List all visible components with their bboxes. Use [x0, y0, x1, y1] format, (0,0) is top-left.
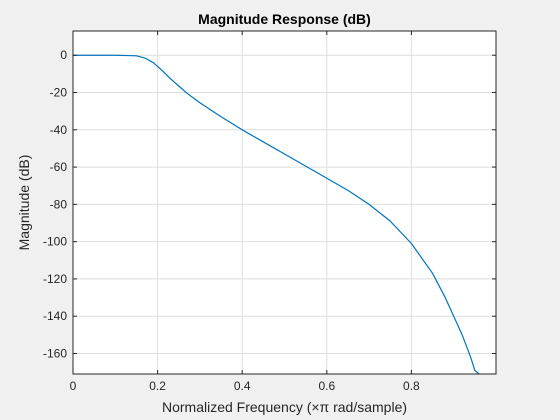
- y-tick-label: -160: [43, 346, 67, 360]
- y-tick-label: 0: [60, 48, 67, 62]
- x-tick-label: 0.6: [318, 379, 335, 393]
- series-layer: [73, 54, 480, 375]
- y-tick-label: -20: [50, 86, 68, 100]
- axes-box: [72, 30, 497, 375]
- axes-background: [73, 31, 496, 374]
- x-tick-label: 0.2: [149, 379, 166, 393]
- ticks: 0 0.2 0.4 0.6 0.8 0 -20 -40 -60 -80 -100 -120 -140 -1…: [43, 31, 496, 393]
- grid: [73, 31, 496, 374]
- y-tick-label: -140: [43, 309, 67, 323]
- y-axis-label: Magnitude (dB): [16, 155, 32, 251]
- y-tick-label: -120: [43, 272, 67, 286]
- x-tick-label: 0.8: [403, 379, 420, 393]
- y-tick-label: -60: [50, 160, 68, 174]
- x-tick-label: 0: [70, 379, 77, 393]
- chart-title: Magnitude Response (dB): [198, 11, 371, 27]
- series-line: [73, 54, 480, 375]
- y-tick-label: -100: [43, 235, 67, 249]
- y-tick-label: -80: [50, 197, 68, 211]
- y-tick-label: -40: [50, 123, 68, 137]
- x-tick-label: 0.4: [234, 379, 251, 393]
- x-axis-label: Normalized Frequency (×π rad/sample): [162, 399, 407, 415]
